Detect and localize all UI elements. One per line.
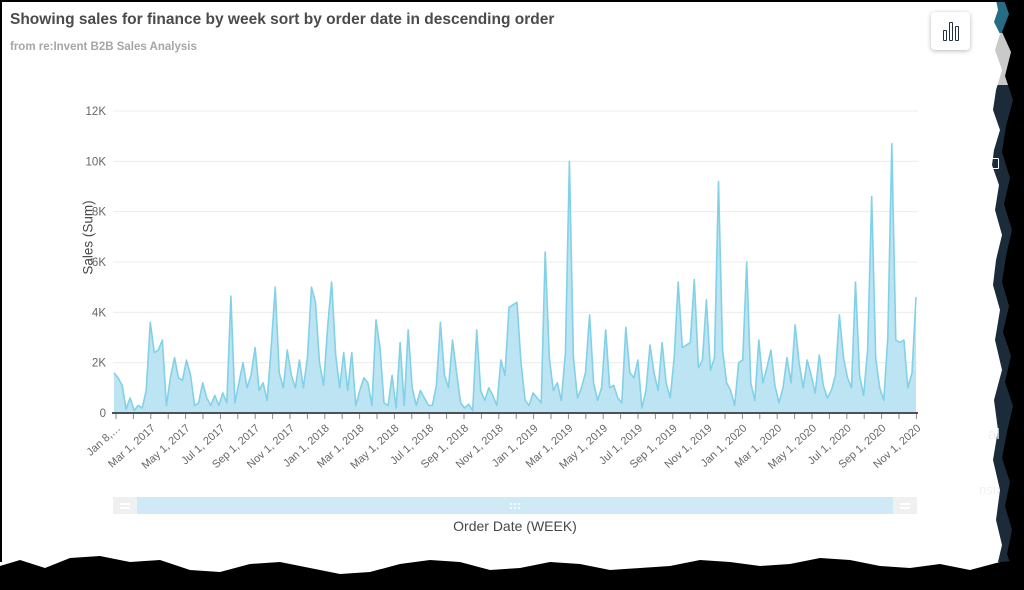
bar-chart-icon <box>954 26 959 41</box>
visual-title: Showing sales for finance by week sort b… <box>10 11 555 28</box>
drag-handle-icon <box>900 502 910 505</box>
drag-handle-icon <box>120 506 130 509</box>
bar-chart-icon <box>948 22 953 41</box>
y-tick-label: 2K <box>92 358 106 370</box>
y-axis-title: Sales (Sum) <box>80 200 96 275</box>
side-panel-icon-fragment <box>990 158 999 169</box>
scrollbar-right-handle[interactable] <box>893 497 917 514</box>
visual-subtitle: from re:Invent B2B Sales Analysis <box>10 41 197 53</box>
scrollbar-thumb[interactable] <box>137 497 893 514</box>
side-panel-text-fragment: al <box>988 426 1000 443</box>
torn-edge-left <box>0 0 2 562</box>
bar-chart-icon <box>942 30 947 41</box>
date-range-scrollbar[interactable] <box>113 497 917 514</box>
torn-edge-top <box>0 0 1024 2</box>
area-series-line <box>113 142 917 412</box>
drag-handle-icon <box>900 506 910 509</box>
y-tick-label: 4K <box>92 307 106 319</box>
chart-type-button[interactable] <box>931 12 970 50</box>
torn-edge-bottom <box>0 556 1024 590</box>
scrollbar-left-handle[interactable] <box>113 497 137 514</box>
y-tick-label: 6K <box>92 257 106 269</box>
side-panel-text-fragment: nsu <box>979 482 1000 497</box>
y-tick-label: 10K <box>86 156 107 168</box>
x-axis-title: Order Date (WEEK) <box>453 518 577 534</box>
y-tick-label: 8K <box>92 207 106 219</box>
y-tick-label: 0 <box>100 408 106 420</box>
torn-edge-right <box>1002 0 1024 590</box>
drag-handle-icon <box>120 502 130 505</box>
y-tick-label: 12K <box>86 106 107 118</box>
grip-dots-icon <box>510 502 520 509</box>
